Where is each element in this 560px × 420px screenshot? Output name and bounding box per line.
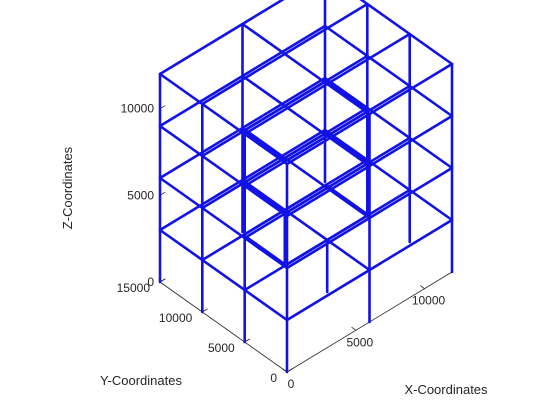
courtyard-beam bbox=[284, 213, 370, 267]
courtyard-beam bbox=[242, 131, 328, 185]
x-tick-mark bbox=[420, 285, 425, 290]
y-tick-label: 15000 bbox=[117, 281, 151, 295]
y-axis-line bbox=[159, 281, 288, 373]
y-tick-label: 0 bbox=[270, 371, 277, 385]
frame-beam-y bbox=[158, 124, 289, 218]
z-tick-label: 5000 bbox=[127, 188, 154, 202]
frame-beam-y bbox=[241, 126, 371, 220]
y-tick-label: 5000 bbox=[208, 341, 235, 355]
frame-beam-y bbox=[359, 0, 454, 66]
courtyard-beam bbox=[242, 129, 288, 163]
courtyard-beam bbox=[324, 79, 370, 113]
x-tick-label: 0 bbox=[288, 377, 295, 391]
courtyard-beam bbox=[284, 161, 370, 215]
frame-beam-y bbox=[241, 22, 371, 116]
courtyard-beam bbox=[324, 131, 370, 165]
frame-beam-y bbox=[158, 228, 289, 322]
x-tick-label: 10000 bbox=[412, 294, 446, 308]
x-axis-label: X-Coordinates bbox=[404, 382, 488, 397]
frame-beam-y bbox=[241, 74, 371, 168]
frame-beam-y bbox=[323, 24, 454, 118]
courtyard-beam bbox=[242, 183, 328, 237]
frame-beam-y bbox=[241, 178, 371, 272]
frame-beam-y bbox=[323, 128, 454, 222]
courtyard-beam bbox=[242, 181, 288, 215]
z-tick-label: 10000 bbox=[121, 102, 155, 116]
structure-frame bbox=[158, 0, 454, 374]
z-axis-label: Z-Coordinates bbox=[60, 146, 75, 229]
courtyard-beam bbox=[242, 233, 288, 267]
y-axis-label: Y-Coordinates bbox=[100, 373, 182, 388]
x-tick-mark bbox=[351, 326, 357, 331]
y-tick-label: 10000 bbox=[159, 311, 193, 325]
courtyard-beam bbox=[324, 183, 370, 217]
frame-beam-y bbox=[158, 176, 289, 270]
courtyard-beam bbox=[242, 79, 328, 133]
frame-beam-y bbox=[323, 76, 454, 170]
z-tick-label: 0 bbox=[147, 275, 154, 289]
courtyard-beam bbox=[284, 109, 370, 163]
frame-beam-y bbox=[158, 72, 289, 166]
x-tick-label: 5000 bbox=[346, 335, 373, 349]
